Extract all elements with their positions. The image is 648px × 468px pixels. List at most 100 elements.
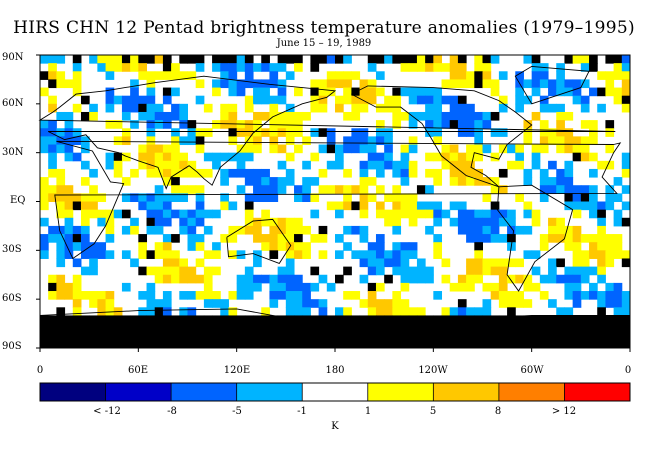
- anomaly-cell: [572, 152, 582, 162]
- anomaly-cell: [597, 323, 606, 333]
- anomaly-cell: [408, 120, 418, 129]
- anomaly-cell: [556, 79, 565, 89]
- anomaly-cell: [179, 331, 188, 341]
- anomaly-cell: [474, 331, 483, 341]
- anomaly-cell: [474, 258, 483, 268]
- anomaly-cell: [277, 128, 287, 137]
- anomaly-cell: [277, 242, 287, 251]
- anomaly-cell: [335, 209, 344, 219]
- anomaly-cell: [179, 209, 188, 219]
- anomaly-cell: [605, 258, 615, 268]
- anomaly-cell: [498, 95, 508, 105]
- anomaly-cell: [253, 144, 262, 154]
- anomaly-cell: [171, 168, 180, 178]
- anomaly-cell: [212, 339, 221, 349]
- anomaly-cell: [621, 339, 631, 349]
- anomaly-cell: [326, 315, 336, 325]
- anomaly-cell: [294, 234, 303, 243]
- anomaly-cell: [457, 282, 467, 292]
- anomaly-cell: [56, 339, 66, 349]
- anomaly-cell: [597, 103, 606, 113]
- anomaly-cell: [253, 274, 262, 284]
- anomaly-cell: [179, 160, 188, 170]
- anomaly-cell: [589, 152, 598, 162]
- anomaly-cell: [56, 201, 66, 211]
- anomaly-cell: [228, 250, 238, 259]
- anomaly-cell: [138, 250, 148, 259]
- anomaly-cell: [56, 282, 66, 292]
- anomaly-cell: [154, 152, 164, 162]
- anomaly-cell: [531, 217, 541, 227]
- coastline: [351, 85, 533, 188]
- anomaly-cell: [425, 168, 434, 178]
- anomaly-cell: [89, 291, 98, 300]
- anomaly-cell: [326, 339, 336, 349]
- anomaly-cell: [392, 299, 402, 308]
- anomaly-cell: [294, 242, 303, 251]
- anomaly-cell: [449, 160, 459, 170]
- x-label-120e: 120E: [223, 365, 251, 376]
- anomaly-cell: [359, 258, 369, 268]
- anomaly-cell: [253, 111, 262, 121]
- anomaly-cell: [146, 152, 156, 162]
- anomaly-cell: [515, 299, 524, 308]
- anomaly-cell: [187, 136, 197, 146]
- anomaly-cell: [285, 274, 295, 284]
- anomaly-cell: [285, 339, 295, 349]
- anomaly-cell: [597, 160, 606, 170]
- anomaly-cell: [302, 177, 311, 186]
- anomaly-cell: [97, 339, 107, 349]
- anomaly-cell: [261, 177, 270, 186]
- anomaly-cell: [56, 258, 66, 268]
- anomaly-cell: [449, 152, 459, 162]
- anomaly-cell: [138, 339, 148, 349]
- anomaly-cell: [48, 291, 57, 300]
- anomaly-cell: [498, 71, 508, 80]
- anomaly-cell: [228, 128, 238, 137]
- anomaly-cell: [580, 331, 590, 341]
- anomaly-cell: [179, 339, 188, 349]
- anomaly-cell: [130, 217, 139, 227]
- anomaly-cell: [449, 63, 459, 72]
- anomaly-cell: [441, 144, 451, 154]
- anomaly-cell: [294, 339, 303, 349]
- anomaly-cell: [72, 63, 82, 72]
- anomaly-cell: [154, 339, 164, 349]
- anomaly-cell: [425, 55, 434, 64]
- anomaly-cell: [195, 55, 205, 64]
- anomaly-cell: [64, 242, 74, 251]
- anomaly-cell: [408, 274, 418, 284]
- anomaly-cell: [48, 128, 57, 137]
- anomaly-cell: [523, 120, 533, 129]
- anomaly-cell: [392, 225, 402, 235]
- anomaly-cell: [80, 331, 90, 341]
- anomaly-cell: [277, 111, 287, 121]
- anomaly-cell: [302, 299, 311, 308]
- anomaly-cell: [474, 242, 483, 251]
- anomaly-cell: [244, 282, 254, 292]
- anomaly-cell: [203, 323, 213, 333]
- anomaly-cell: [97, 250, 107, 259]
- anomaly-cell: [64, 193, 74, 202]
- anomaly-cell: [171, 136, 180, 146]
- anomaly-cell: [146, 299, 156, 308]
- anomaly-cell: [416, 323, 426, 333]
- anomaly-cell: [441, 160, 451, 170]
- anomaly-cell: [179, 217, 188, 227]
- anomaly-cell: [490, 225, 500, 235]
- anomaly-cell: [277, 120, 287, 129]
- coastline: [514, 65, 590, 105]
- anomaly-cell: [351, 315, 361, 325]
- anomaly-cell: [261, 185, 270, 194]
- colorbar-label-7: 8: [494, 406, 502, 417]
- anomaly-cell: [589, 136, 598, 146]
- anomaly-cell: [597, 217, 606, 227]
- anomaly-cell: [146, 71, 156, 80]
- anomaly-cell: [589, 315, 598, 325]
- anomaly-cell: [56, 274, 66, 284]
- anomaly-cell: [72, 323, 82, 333]
- anomaly-cell: [220, 71, 229, 80]
- anomaly-cell: [162, 55, 172, 64]
- anomaly-cell: [539, 177, 549, 186]
- anomaly-cell: [236, 274, 246, 284]
